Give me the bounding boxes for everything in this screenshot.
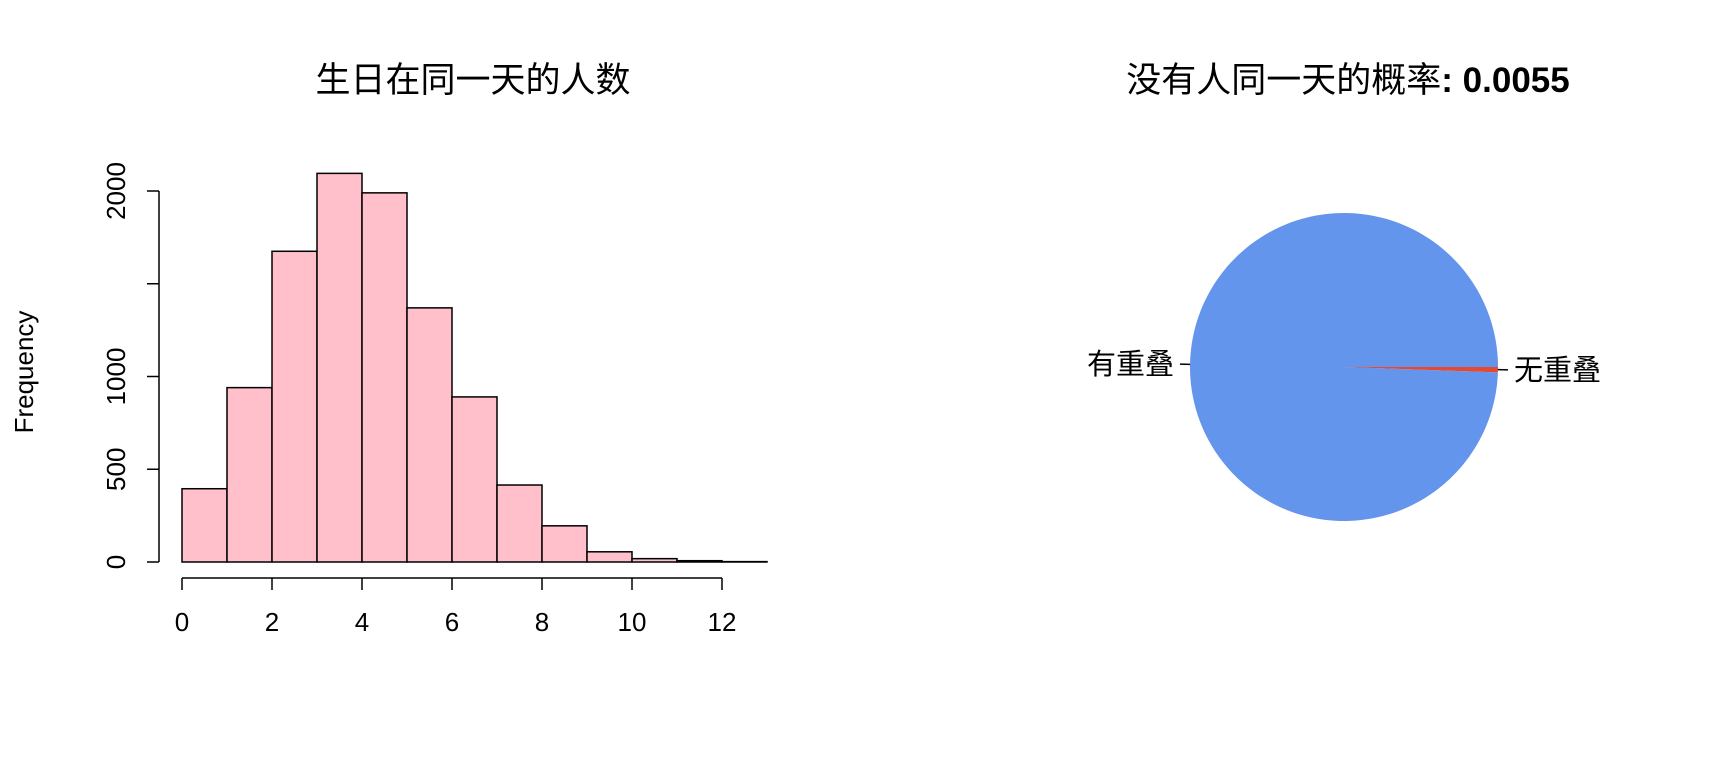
histogram-bar: [542, 526, 587, 562]
histogram-bar: [677, 561, 722, 562]
histogram-x-tick-label: 0: [175, 607, 189, 637]
pie-slice-label: 有重叠: [1087, 347, 1174, 381]
histogram-bar: [587, 552, 632, 562]
histogram-bar: [227, 388, 272, 562]
histogram-bar: [497, 485, 542, 562]
histogram-title: 生日在同一天的人数: [315, 61, 630, 101]
histogram-y-tick-label: 0: [101, 555, 131, 569]
histogram-bar: [632, 559, 677, 562]
pie-slices: [1190, 213, 1498, 521]
pie-chart: 没有人同一天的概率: 0.0055 有重叠 无重叠: [1087, 61, 1601, 521]
histogram-bar: [272, 251, 317, 562]
histogram-y-tick-label: 2000: [101, 162, 131, 220]
pie-title-text: 没有人同一天的概率: [1126, 61, 1441, 101]
histogram-bar: [317, 173, 362, 562]
histogram-bar: [407, 308, 452, 562]
histogram-bars: [182, 173, 767, 562]
histogram-x-tick-label: 4: [355, 607, 369, 637]
histogram-x-axis: 0 2 4 6 8 10 12: [175, 578, 737, 637]
histogram-bar: [182, 489, 227, 562]
histogram-y-tick-label: 1000: [101, 348, 131, 406]
histogram-x-tick-label: 10: [618, 607, 647, 637]
histogram-y-axis-label: Frequency: [9, 311, 39, 434]
pie-slice-label: 无重叠: [1514, 353, 1601, 387]
histogram-x-tick-label: 8: [535, 607, 549, 637]
pie-title: 没有人同一天的概率: 0.0055: [1126, 61, 1569, 101]
histogram-x-tick-label: 2: [265, 607, 279, 637]
histogram-bar: [452, 397, 497, 562]
histogram-y-tick-label: 500: [101, 448, 131, 491]
pie-title-value: : 0.0055: [1441, 61, 1569, 100]
histogram-bar: [362, 193, 407, 562]
histogram-y-axis: 0 500 1000 2000: [101, 162, 159, 569]
histogram-x-tick-label: 6: [445, 607, 459, 637]
histogram-chart: 生日在同一天的人数 Frequency 0 2 4 6 8 10 12 0 500 1000 20…: [9, 61, 767, 637]
histogram-x-tick-label: 12: [708, 607, 737, 637]
